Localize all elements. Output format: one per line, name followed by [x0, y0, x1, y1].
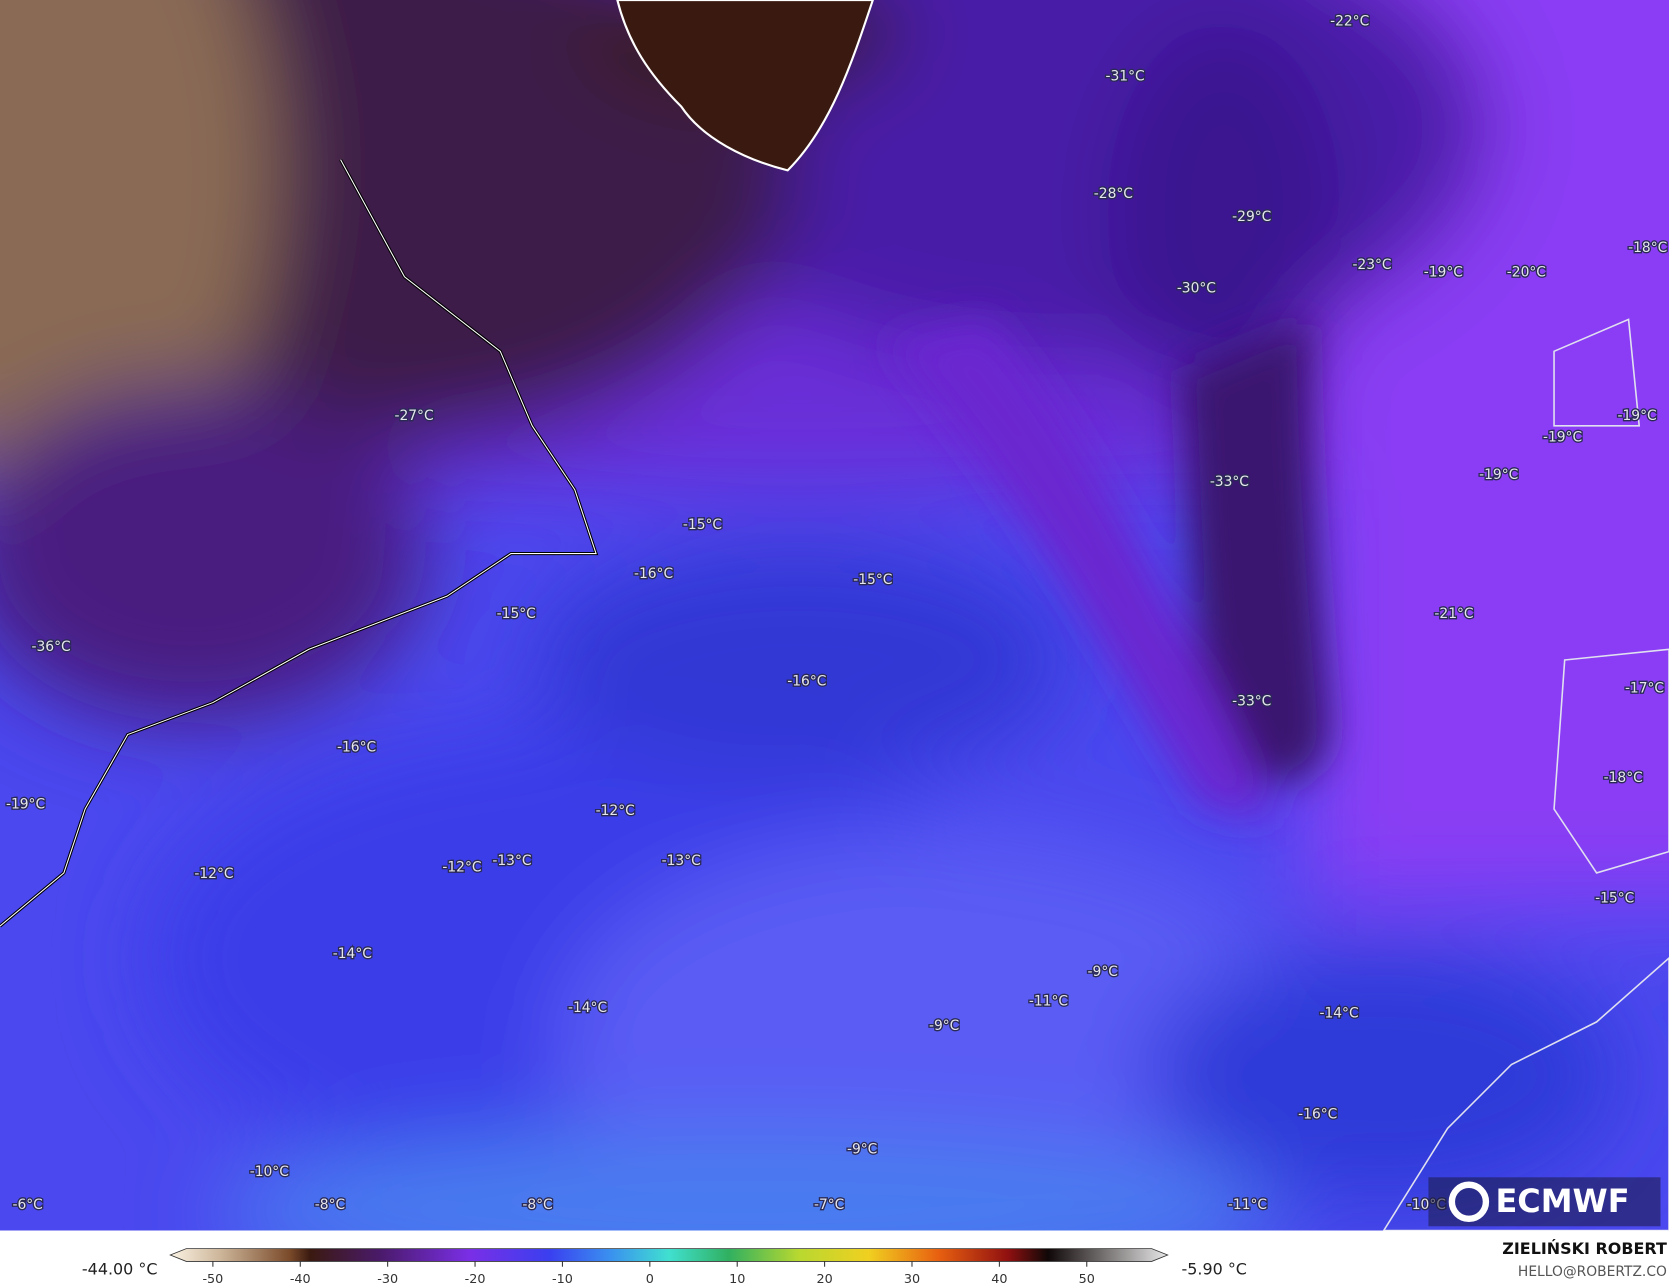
temperature-label: -31°C	[1106, 69, 1145, 85]
colorbar-tick-label: 30	[904, 1272, 920, 1287]
temperature-label: -6°C	[12, 1197, 42, 1213]
logo-text: ECMWF	[1496, 1182, 1630, 1220]
colorbar-max: -5.90 °C	[1181, 1259, 1246, 1278]
temperature-label: -19°C	[6, 797, 45, 813]
credit-email: HELLO@ROBERTZ.CO	[1518, 1264, 1667, 1280]
temperature-label: -16°C	[634, 566, 673, 582]
temperature-label: -15°C	[853, 572, 892, 588]
temperature-label: -12°C	[596, 803, 635, 819]
temperature-label: -19°C	[1424, 265, 1463, 281]
temperature-label: -19°C	[1617, 408, 1656, 424]
colorbar-tick-label: 0	[646, 1272, 654, 1287]
colorbar-tick-label: 40	[991, 1272, 1007, 1287]
colorbar-tick-label: -50	[202, 1272, 223, 1287]
temperature-label: -22°C	[1330, 13, 1369, 29]
temperature-label: -15°C	[683, 517, 722, 533]
temperature-label: -29°C	[1232, 209, 1271, 225]
temperature-label: -9°C	[1088, 964, 1118, 980]
temperature-label: -18°C	[1628, 240, 1667, 256]
temperature-label: -10°C	[250, 1164, 289, 1180]
temperature-label: -16°C	[1298, 1107, 1337, 1123]
temperature-label: -11°C	[1228, 1197, 1267, 1213]
colorbar-tick-label: 20	[816, 1272, 832, 1287]
temperature-label: -28°C	[1094, 186, 1133, 202]
temperature-label: -8°C	[522, 1197, 552, 1213]
colorbar-tick-label: -30	[377, 1272, 398, 1287]
colorbar-tick-label: -20	[465, 1272, 486, 1287]
temperature-label: -11°C	[1029, 994, 1068, 1010]
colorbar-min: -44.00 °C	[82, 1259, 158, 1278]
temperature-label: -16°C	[337, 739, 376, 755]
credit-name: ZIELIŃSKI ROBERT	[1502, 1239, 1667, 1258]
temperature-label: -23°C	[1352, 257, 1391, 273]
temperature-label: -18°C	[1604, 770, 1643, 786]
temperature-label: -36°C	[32, 639, 71, 655]
temperature-label: -14°C	[568, 1000, 607, 1016]
temperature-label: -20°C	[1507, 265, 1546, 281]
temperature-label: -15°C	[497, 606, 536, 622]
temperature-label: -12°C	[194, 866, 233, 882]
colorbar-tick-label: 10	[729, 1272, 745, 1287]
temperature-label: -8°C	[315, 1197, 345, 1213]
colorbar-tick-label: -40	[290, 1272, 311, 1287]
temperature-label: -16°C	[787, 673, 826, 689]
temperature-label: -19°C	[1479, 467, 1518, 483]
logo: ECMWF	[1428, 1177, 1661, 1227]
temperature-label: -13°C	[492, 853, 531, 869]
temperature-label: -14°C	[333, 946, 372, 962]
temperature-label: -15°C	[1595, 890, 1634, 906]
colorbar-tick-label: 50	[1079, 1272, 1095, 1287]
temperature-label: -7°C	[814, 1197, 844, 1213]
temperature-label: -14°C	[1319, 1005, 1358, 1021]
temperature-label: -21°C	[1434, 606, 1473, 622]
temperature-label: -27°C	[394, 408, 433, 424]
temperature-label: -9°C	[929, 1018, 959, 1034]
temperature-label: -33°C	[1210, 474, 1249, 490]
temperature-label: -12°C	[442, 860, 481, 876]
temperature-label: -13°C	[662, 853, 701, 869]
temperature-label: -19°C	[1543, 430, 1582, 446]
temperature-label: -33°C	[1232, 694, 1271, 710]
temperature-label: -30°C	[1177, 281, 1216, 297]
temperature-label: -9°C	[847, 1142, 877, 1158]
temperature-label: -17°C	[1625, 681, 1664, 697]
colorbar-tick-label: -10	[552, 1272, 573, 1287]
colorbar: -50 -40 -30 -20 -10 0 10 20 30 40 50	[169, 1248, 1169, 1287]
